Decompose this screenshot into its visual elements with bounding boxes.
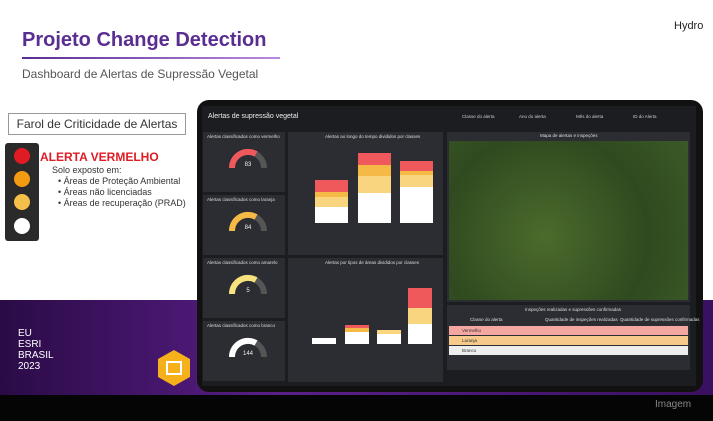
map <box>449 141 688 300</box>
column-header: Quantidade de supressões confirmadas <box>620 317 700 322</box>
rule <box>22 57 280 59</box>
gauge-title: Alertas classificados como amarelo <box>207 260 278 265</box>
alert-level: ALERTA VERMELHO <box>40 150 159 164</box>
event-line: BRASIL <box>18 350 54 361</box>
gauge-panel <box>203 321 285 381</box>
traffic-light <box>5 143 39 241</box>
gauge <box>228 148 267 169</box>
filter: Classe do alerta <box>462 114 495 119</box>
credit: Imagem <box>655 399 692 410</box>
table-row <box>449 336 688 345</box>
event-line: EU <box>18 328 32 339</box>
gauge-panel <box>203 195 285 255</box>
chart-title: Alertas por tipos de áreas divididos por… <box>325 260 420 265</box>
gauge <box>228 211 267 232</box>
gauge <box>228 274 267 295</box>
event-line: ESRI <box>18 339 42 350</box>
event-logo: EU ESRI BRASIL 2023 <box>18 328 58 372</box>
table-row <box>449 346 688 355</box>
row-label: Laranja <box>462 338 478 343</box>
list-item: • Áreas de recuperação (PRAD) <box>58 198 186 208</box>
legend-title: Farol de Criticidade de Alertas <box>8 113 186 135</box>
gauge-panel <box>203 132 285 192</box>
chart-title: Alertas ao longo do tempo divididos por … <box>325 134 421 139</box>
gauge <box>228 337 267 358</box>
table-title: Inspeções realizadas e supressões confir… <box>525 307 622 312</box>
title: Projeto Change Detection <box>22 29 267 51</box>
column-header: Classe do alerta <box>470 317 503 322</box>
dash-title: Alertas de supressão vegetal <box>208 113 299 120</box>
map-title: Mapa de alertas e inspeções <box>540 133 598 138</box>
gauge-panel <box>203 258 285 318</box>
app-icon <box>158 350 190 386</box>
area-bars <box>312 288 432 344</box>
row-label: Vermelho <box>462 328 482 333</box>
gauge-value: 5 <box>246 288 250 294</box>
subtitle: Dashboard de Alertas de Supressão Vegeta… <box>22 67 259 81</box>
table-row <box>449 326 688 335</box>
gauge-title: Alertas classificados como branco <box>207 323 276 328</box>
gauge-title: Alertas classificados como vermelho <box>207 134 280 139</box>
filter: ID do Alerta <box>633 114 657 119</box>
column-header: Quantidade de inspeções realizadas <box>545 317 618 322</box>
time-bars <box>315 153 433 223</box>
row-label: Branco <box>462 348 477 353</box>
bottom-bar <box>0 395 713 421</box>
logo: Hydro <box>674 20 704 32</box>
gauge-value: 144 <box>242 351 253 357</box>
gauge-value: 84 <box>244 225 252 231</box>
list-item: • Áreas não licenciadas <box>58 187 152 197</box>
filter: Mês do alerta <box>576 114 604 119</box>
intro: Solo exposto em: <box>52 165 122 175</box>
gauge-title: Alertas classificados como laranja <box>207 197 275 202</box>
gauge-value: 83 <box>244 162 252 168</box>
list-item: • Áreas de Proteção Ambiental <box>58 176 181 186</box>
event-line: 2023 <box>18 361 41 372</box>
filter: Ano do alerta <box>519 114 546 119</box>
